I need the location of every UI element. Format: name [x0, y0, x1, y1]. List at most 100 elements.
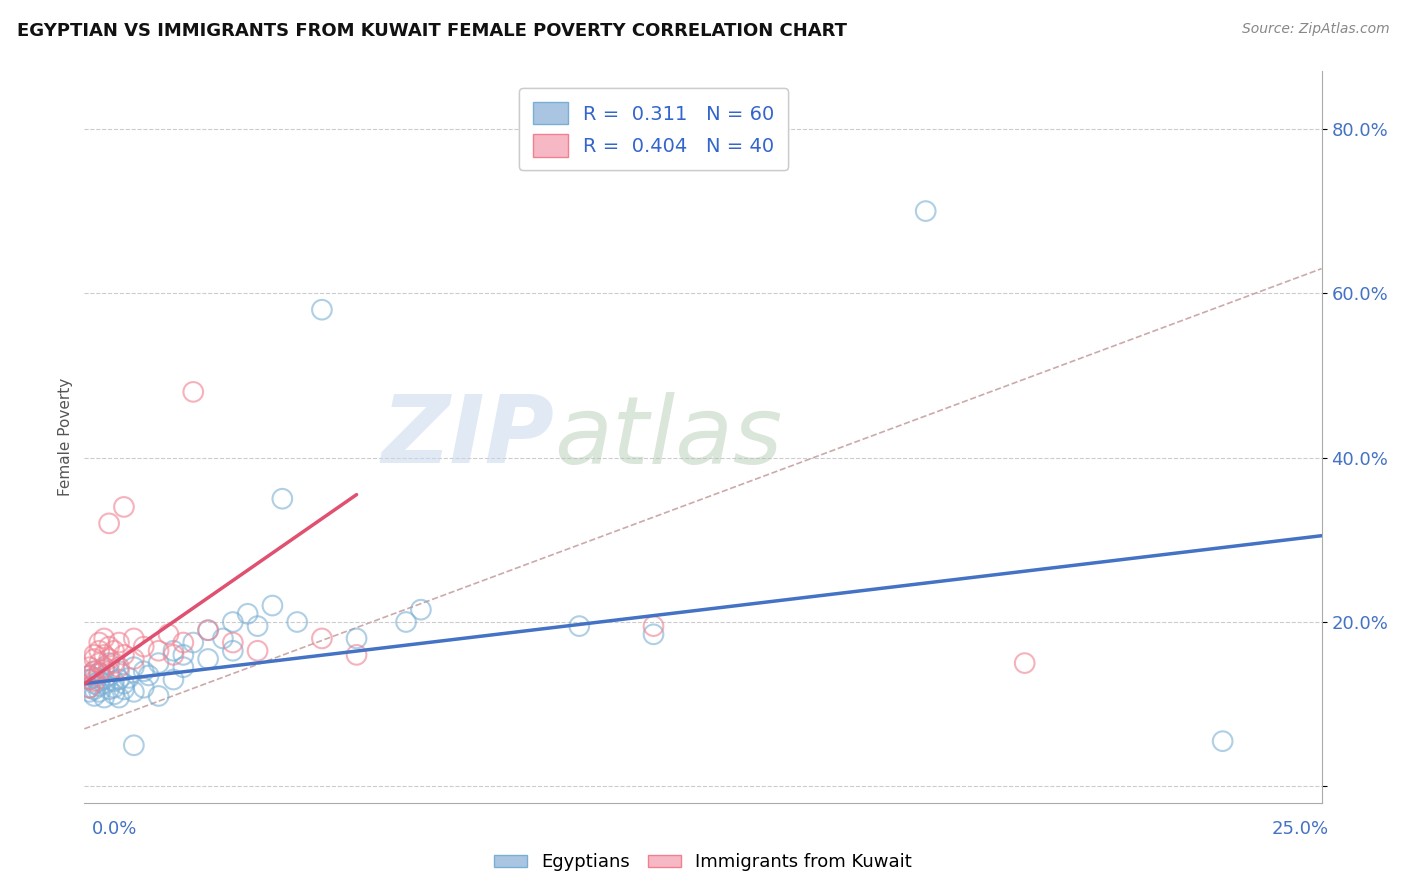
Point — [93, 648, 115, 662]
Point — [79, 673, 101, 687]
Point — [172, 660, 194, 674]
Legend: R =  0.311   N = 60, R =  0.404   N = 40: R = 0.311 N = 60, R = 0.404 N = 40 — [519, 88, 787, 170]
Point — [89, 685, 111, 699]
Point — [246, 644, 269, 658]
Point — [138, 668, 160, 682]
Point — [103, 656, 125, 670]
Point — [112, 682, 135, 697]
Point — [108, 673, 131, 687]
Point — [271, 491, 294, 506]
Point — [103, 681, 125, 695]
Point — [409, 602, 432, 616]
Point — [93, 632, 115, 646]
Point — [79, 668, 101, 682]
Point — [148, 689, 170, 703]
Point — [1014, 656, 1036, 670]
Point — [162, 648, 184, 662]
Point — [346, 648, 368, 662]
Point — [222, 644, 245, 658]
Point — [236, 607, 259, 621]
Text: ZIP: ZIP — [381, 391, 554, 483]
Point — [122, 632, 145, 646]
Point — [83, 652, 105, 666]
Point — [89, 665, 111, 680]
Text: Source: ZipAtlas.com: Source: ZipAtlas.com — [1241, 22, 1389, 37]
Point — [262, 599, 284, 613]
Point — [212, 632, 235, 646]
Point — [98, 682, 121, 697]
Point — [79, 668, 101, 682]
Point — [395, 615, 418, 629]
Point — [197, 624, 219, 638]
Point — [98, 640, 121, 654]
Point — [122, 685, 145, 699]
Text: atlas: atlas — [554, 392, 783, 483]
Point — [643, 627, 665, 641]
Point — [181, 384, 204, 399]
Point — [643, 619, 665, 633]
Point — [98, 668, 121, 682]
Point — [98, 665, 121, 679]
Point — [83, 665, 105, 679]
Point — [112, 500, 135, 514]
Point — [83, 682, 105, 697]
Point — [83, 674, 105, 689]
Point — [222, 615, 245, 629]
Point — [98, 656, 121, 670]
Point — [1212, 734, 1234, 748]
Point — [93, 663, 115, 677]
Point — [132, 681, 155, 695]
Point — [157, 627, 180, 641]
Text: 0.0%: 0.0% — [91, 820, 136, 838]
Legend: Egyptians, Immigrants from Kuwait: Egyptians, Immigrants from Kuwait — [486, 847, 920, 879]
Point — [79, 660, 101, 674]
Point — [103, 644, 125, 658]
Point — [914, 204, 936, 219]
Point — [79, 673, 101, 687]
Point — [118, 671, 141, 685]
Point — [222, 635, 245, 649]
Point — [148, 656, 170, 670]
Point — [98, 516, 121, 531]
Point — [112, 676, 135, 690]
Point — [108, 660, 131, 674]
Point — [311, 302, 333, 317]
Point — [132, 665, 155, 679]
Point — [181, 635, 204, 649]
Point — [89, 674, 111, 689]
Point — [162, 644, 184, 658]
Point — [197, 652, 219, 666]
Point — [122, 739, 145, 753]
Text: EGYPTIAN VS IMMIGRANTS FROM KUWAIT FEMALE POVERTY CORRELATION CHART: EGYPTIAN VS IMMIGRANTS FROM KUWAIT FEMAL… — [17, 22, 846, 40]
Point — [112, 648, 135, 662]
Point — [89, 656, 111, 670]
Point — [83, 665, 105, 679]
Point — [83, 689, 105, 703]
Point — [122, 660, 145, 674]
Point — [89, 679, 111, 693]
Point — [285, 615, 308, 629]
Point — [311, 632, 333, 646]
Point — [197, 624, 219, 638]
Point — [103, 674, 125, 689]
Point — [162, 673, 184, 687]
Point — [89, 635, 111, 649]
Point — [568, 619, 591, 633]
Point — [79, 681, 101, 695]
Point — [246, 619, 269, 633]
Point — [108, 690, 131, 705]
Point — [108, 665, 131, 679]
Point — [148, 644, 170, 658]
Point — [89, 665, 111, 680]
Point — [172, 635, 194, 649]
Point — [93, 676, 115, 690]
Point — [108, 635, 131, 649]
Point — [98, 652, 121, 666]
Point — [83, 676, 105, 690]
Point — [83, 671, 105, 685]
Point — [79, 685, 101, 699]
Text: 25.0%: 25.0% — [1271, 820, 1329, 838]
Point — [122, 652, 145, 666]
Point — [93, 673, 115, 687]
Point — [103, 687, 125, 701]
